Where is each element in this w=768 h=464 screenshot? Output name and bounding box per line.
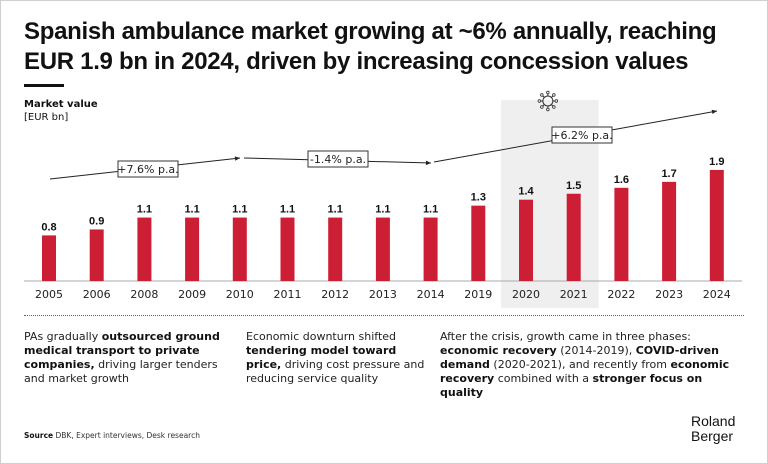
bar-2019: [471, 205, 486, 281]
notes-divider: [24, 315, 744, 316]
bar-2010: [232, 217, 247, 281]
note-text: driving cost pressure and reducing servi…: [246, 358, 425, 385]
value-label-2012: 1.1: [328, 204, 343, 216]
note-text: After the crisis, growth came in three p…: [440, 330, 691, 343]
note-emphasis: economic recovery: [440, 358, 730, 385]
value-label-2022: 1.6: [614, 174, 629, 186]
note-text: (2014-2019),: [556, 344, 636, 357]
x-tick-2012: 2012: [321, 288, 349, 301]
bar-2008: [137, 217, 152, 281]
x-tick-2024: 2024: [703, 288, 731, 301]
value-label-2019: 1.3: [471, 192, 486, 204]
cagr-label-box-3: [551, 126, 613, 144]
virus-icon: [537, 90, 559, 112]
note-emphasis: COVID-driven demand: [440, 344, 719, 371]
bar-2006: [89, 229, 104, 281]
y-axis-label: Market value [EUR bn]: [24, 98, 98, 124]
note-text: (2020-2021), and recently from: [489, 358, 671, 371]
cagr-arrowhead-2: [425, 160, 431, 166]
value-label-2011: 1.1: [280, 204, 295, 216]
x-tick-2023: 2023: [655, 288, 683, 301]
cagr-arrowhead-3: [711, 109, 717, 115]
value-label-2021: 1.5: [566, 180, 581, 192]
x-tick-2009: 2009: [178, 288, 206, 301]
x-tick-2020: 2020: [512, 288, 540, 301]
cagr-label-1: +7.6% p.a.: [117, 163, 178, 176]
logo-line-1: Roland: [691, 413, 736, 429]
note-2: Economic downturn shifted tendering mode…: [246, 330, 431, 386]
title-line-2: EUR 1.9 bn in 2024, driven by increasing…: [24, 48, 689, 75]
bar-2013: [375, 217, 390, 281]
bar-2014: [423, 217, 438, 281]
value-label-2023: 1.7: [661, 168, 676, 180]
value-label-2009: 1.1: [184, 204, 199, 216]
bar-2023: [662, 181, 677, 281]
bar-2005: [42, 235, 56, 281]
x-tick-2006: 2006: [83, 288, 111, 301]
source-note: Source DBK, Expert interviews, Desk rese…: [24, 431, 200, 440]
x-tick-2022: 2022: [607, 288, 635, 301]
y-axis-title: Market value: [24, 99, 98, 110]
value-label-2008: 1.1: [137, 204, 152, 216]
accent-bar: [24, 84, 64, 87]
slide-title: Spanish ambulance market growing at ~6% …: [24, 17, 744, 77]
y-axis-unit: [EUR bn]: [24, 112, 69, 123]
value-label-2014: 1.1: [423, 204, 438, 216]
logo-line-2: Berger: [691, 428, 734, 444]
value-label-2013: 1.1: [375, 204, 390, 216]
bar-2009: [185, 217, 200, 281]
cagr-label-3: +6.2% p.a.: [551, 129, 612, 142]
bar-2020: [519, 199, 533, 281]
value-label-2024: 1.9: [709, 156, 724, 168]
value-label-2010: 1.1: [232, 204, 247, 216]
title-line-1: Spanish ambulance market growing at ~6% …: [24, 18, 717, 45]
bar-2022: [614, 187, 629, 281]
note-text: combined with a: [494, 372, 593, 385]
value-label-2005: 0.8: [41, 221, 56, 233]
bar-2011: [280, 217, 295, 281]
note-text: driving larger tenders and market growth: [24, 358, 218, 385]
x-tick-2014: 2014: [417, 288, 445, 301]
note-text: PAs gradually: [24, 330, 102, 343]
cagr-label-box-2: [307, 150, 369, 168]
bar-2024: [709, 169, 724, 281]
x-tick-2011: 2011: [274, 288, 302, 301]
x-tick-2010: 2010: [226, 288, 254, 301]
source-label: Source: [24, 431, 54, 440]
note-emphasis: stronger focus on quality: [440, 372, 703, 399]
x-tick-2005: 2005: [35, 288, 63, 301]
source-text: DBK, Expert interviews, Desk research: [53, 431, 200, 440]
cagr-label-box-1: [117, 160, 179, 178]
note-emphasis: outsourced ground medical transport to p…: [24, 330, 220, 371]
note-emphasis: economic recovery: [440, 344, 557, 357]
note-emphasis: tendering model toward price,: [246, 344, 397, 371]
bar-2012: [328, 217, 343, 281]
bar-2021: [566, 193, 581, 281]
cagr-label-2: -1.4% p.a.: [310, 153, 366, 166]
roland-berger-logo: Roland Berger: [691, 414, 735, 444]
x-tick-2021: 2021: [560, 288, 588, 301]
x-tick-2008: 2008: [130, 288, 158, 301]
note-3: After the crisis, growth came in three p…: [440, 330, 740, 400]
cagr-arrowhead-1: [234, 156, 240, 161]
value-label-2006: 0.9: [89, 215, 104, 227]
note-1: PAs gradually outsourced ground medical …: [24, 330, 224, 386]
x-tick-2013: 2013: [369, 288, 397, 301]
x-tick-2019: 2019: [464, 288, 492, 301]
note-text: Economic downturn shifted: [246, 330, 397, 343]
value-label-2020: 1.4: [518, 186, 534, 198]
